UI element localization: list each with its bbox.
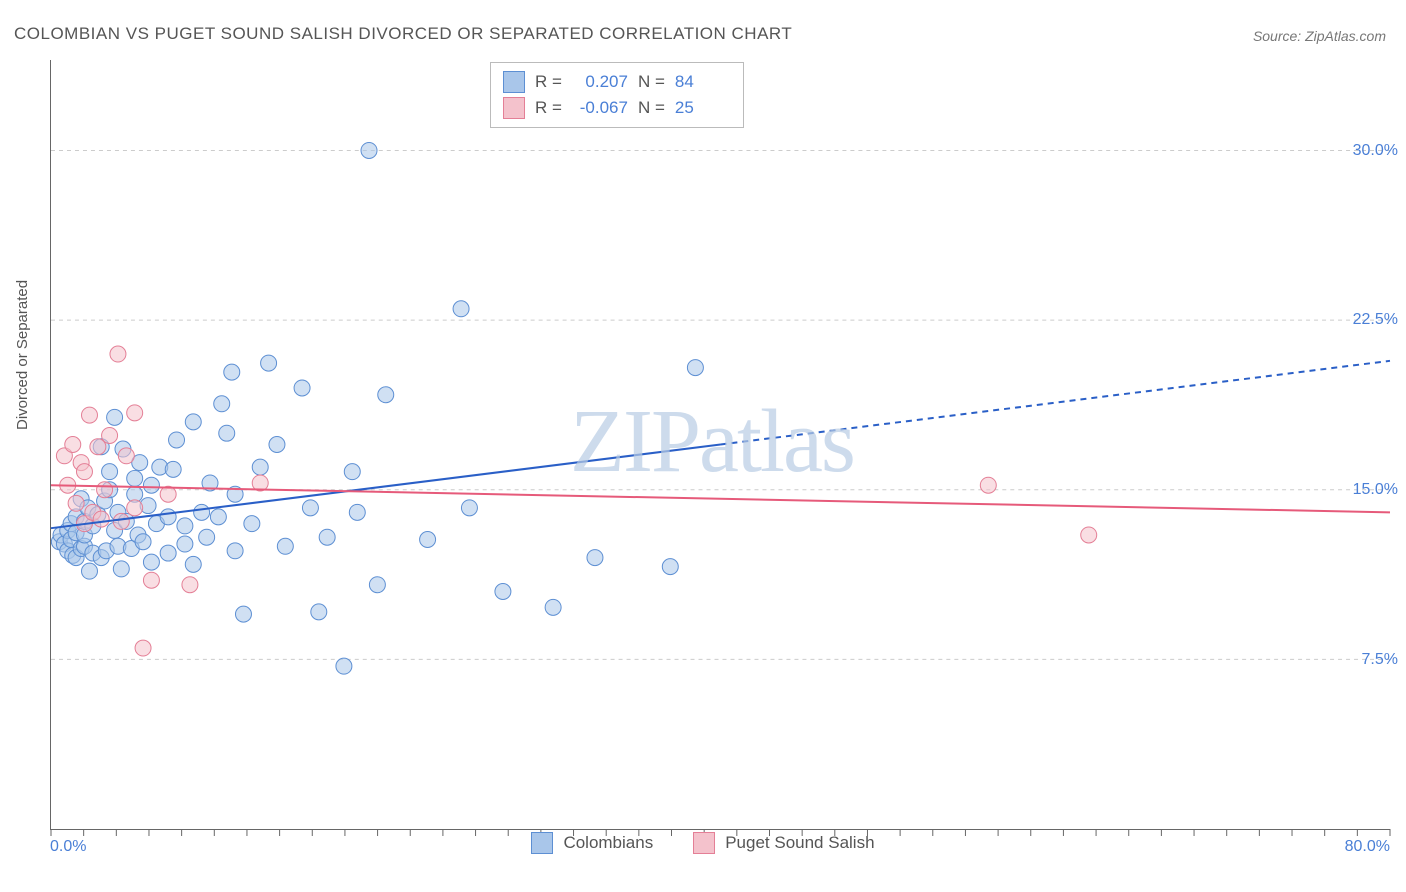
scatter-point — [495, 584, 511, 600]
scatter-point — [165, 461, 181, 477]
y-axis-label: Divorced or Separated — [14, 280, 31, 430]
scatter-point — [269, 437, 285, 453]
scatter-point — [76, 464, 92, 480]
scatter-point — [980, 477, 996, 493]
scatter-point — [244, 516, 260, 532]
legend-label: Colombians — [563, 833, 653, 853]
source-label: Source: — [1253, 28, 1305, 44]
scatter-point — [461, 500, 477, 516]
r-value: -0.067 — [572, 98, 628, 118]
scatter-point — [113, 513, 129, 529]
scatter-point — [1081, 527, 1097, 543]
n-label: N = — [638, 72, 665, 92]
n-value: 84 — [675, 72, 731, 92]
scatter-point — [185, 414, 201, 430]
legend-swatch — [531, 832, 553, 854]
scatter-point — [135, 534, 151, 550]
y-tick-label: 7.5% — [1362, 651, 1398, 669]
scatter-point — [160, 545, 176, 561]
scatter-point — [311, 604, 327, 620]
y-tick-label: 30.0% — [1353, 142, 1398, 160]
stats-swatch — [503, 71, 525, 93]
scatter-point — [127, 405, 143, 421]
y-tick-label: 15.0% — [1353, 481, 1398, 499]
scatter-point — [210, 509, 226, 525]
scatter-point — [135, 640, 151, 656]
scatter-point — [545, 599, 561, 615]
scatter-point — [177, 536, 193, 552]
scatter-point — [252, 459, 268, 475]
scatter-point — [587, 550, 603, 566]
scatter-point — [420, 532, 436, 548]
scatter-point — [127, 500, 143, 516]
chart-svg — [51, 60, 1390, 829]
scatter-point — [110, 346, 126, 362]
scatter-point — [185, 556, 201, 572]
scatter-point — [68, 495, 84, 511]
r-label: R = — [535, 72, 562, 92]
trend-line-ext — [721, 361, 1391, 445]
scatter-point — [369, 577, 385, 593]
scatter-point — [143, 572, 159, 588]
legend-swatch — [693, 832, 715, 854]
scatter-point — [294, 380, 310, 396]
scatter-point — [214, 396, 230, 412]
scatter-point — [662, 559, 678, 575]
stats-swatch — [503, 97, 525, 119]
scatter-point — [93, 511, 109, 527]
scatter-point — [302, 500, 318, 516]
scatter-point — [169, 432, 185, 448]
n-value: 25 — [675, 98, 731, 118]
n-label: N = — [638, 98, 665, 118]
chart-plot-area — [50, 60, 1390, 830]
scatter-point — [97, 482, 113, 498]
scatter-point — [224, 364, 240, 380]
scatter-point — [65, 437, 81, 453]
scatter-point — [235, 606, 251, 622]
scatter-point — [261, 355, 277, 371]
scatter-point — [82, 407, 98, 423]
source-attribution: Source: ZipAtlas.com — [1253, 28, 1386, 44]
legend-item: Colombians — [531, 832, 653, 854]
scatter-point — [361, 142, 377, 158]
source-link[interactable]: ZipAtlas.com — [1305, 28, 1386, 44]
legend-item: Puget Sound Salish — [693, 832, 874, 854]
scatter-point — [336, 658, 352, 674]
r-label: R = — [535, 98, 562, 118]
scatter-point — [277, 538, 293, 554]
scatter-point — [143, 477, 159, 493]
scatter-point — [143, 554, 159, 570]
scatter-point — [102, 464, 118, 480]
stats-row: R = -0.067 N = 25 — [503, 95, 731, 121]
r-value: 0.207 — [572, 72, 628, 92]
stats-row: R = 0.207 N = 84 — [503, 69, 731, 95]
scatter-point — [107, 409, 123, 425]
bottom-legend: Colombians Puget Sound Salish — [0, 832, 1406, 854]
scatter-point — [349, 504, 365, 520]
y-tick-label: 22.5% — [1353, 311, 1398, 329]
scatter-point — [227, 543, 243, 559]
scatter-point — [344, 464, 360, 480]
correlation-stats-box: R = 0.207 N = 84 R = -0.067 N = 25 — [490, 62, 744, 128]
scatter-point — [118, 448, 134, 464]
scatter-point — [102, 427, 118, 443]
scatter-point — [127, 470, 143, 486]
scatter-point — [453, 301, 469, 317]
scatter-point — [113, 561, 129, 577]
scatter-point — [182, 577, 198, 593]
chart-title: COLOMBIAN VS PUGET SOUND SALISH DIVORCED… — [14, 24, 792, 44]
scatter-point — [82, 563, 98, 579]
scatter-point — [177, 518, 193, 534]
scatter-point — [199, 529, 215, 545]
scatter-point — [160, 509, 176, 525]
scatter-point — [687, 360, 703, 376]
scatter-point — [219, 425, 235, 441]
scatter-point — [319, 529, 335, 545]
scatter-point — [378, 387, 394, 403]
legend-label: Puget Sound Salish — [725, 833, 874, 853]
scatter-point — [194, 504, 210, 520]
